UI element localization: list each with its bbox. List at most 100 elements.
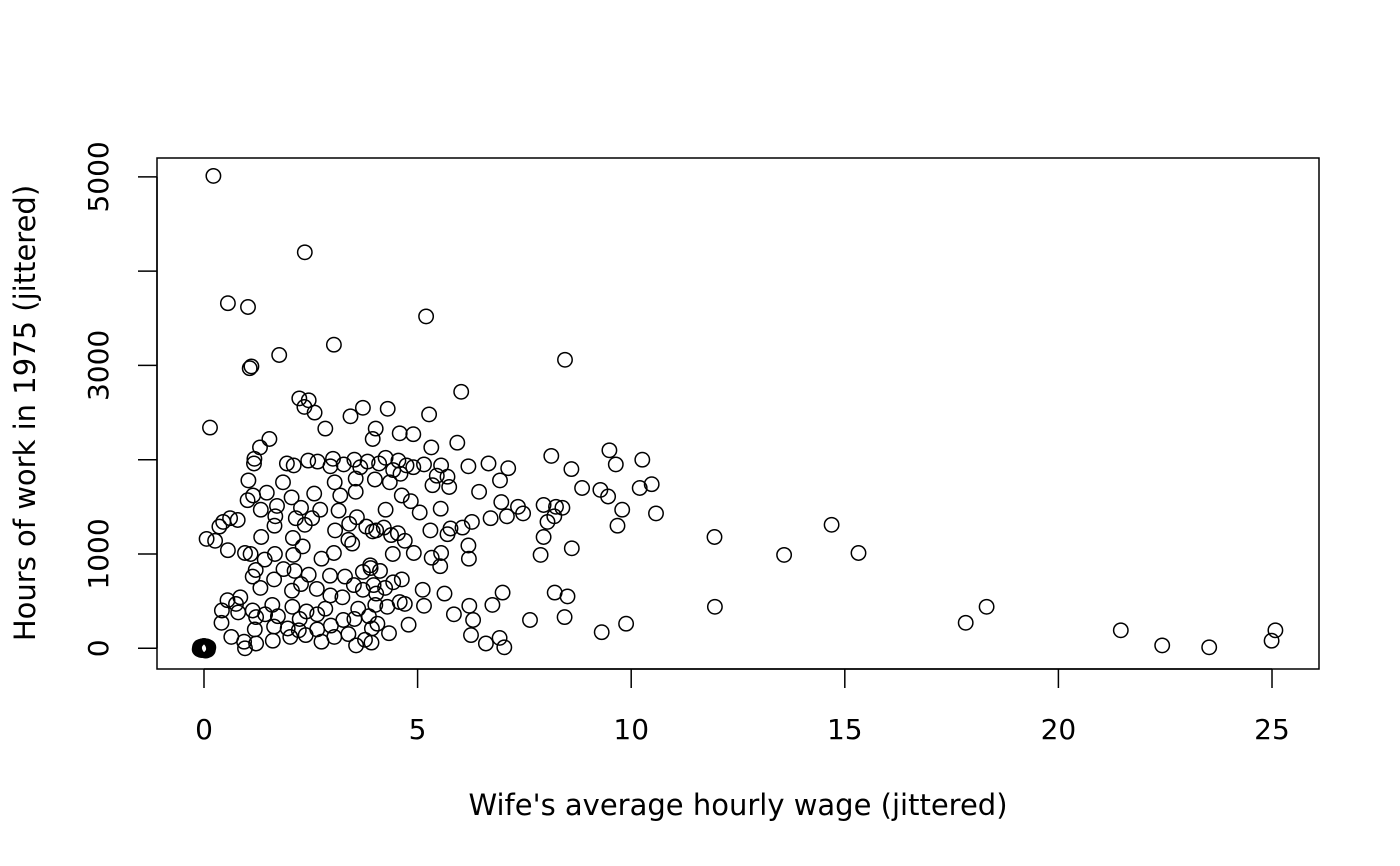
data-point: [335, 456, 352, 473]
data-point: [330, 502, 347, 519]
data-point: [317, 420, 334, 437]
data-point: [345, 577, 362, 594]
data-point: [192, 639, 209, 656]
data-point: [377, 449, 394, 466]
data-point: [385, 462, 402, 479]
data-point: [275, 474, 291, 491]
data-point: [248, 609, 265, 626]
data-point: [377, 501, 394, 518]
data-point: [482, 510, 499, 527]
data-point: [252, 501, 269, 518]
data-point: [242, 546, 259, 562]
x-tick-label: 15: [827, 713, 863, 746]
data-point: [405, 545, 422, 561]
data-point: [340, 626, 357, 643]
data-point: [240, 472, 257, 489]
data-point: [257, 606, 274, 623]
data-point: [332, 487, 349, 504]
data-point: [559, 588, 576, 605]
data-point: [264, 596, 281, 613]
data-point: [557, 351, 573, 368]
data-point: [219, 295, 236, 312]
data-point: [350, 600, 367, 617]
data-point: [461, 597, 478, 614]
data-point: [275, 561, 292, 578]
data-point: [1201, 639, 1218, 656]
data-point: [607, 456, 624, 473]
data-point: [385, 574, 402, 591]
data-point: [484, 596, 501, 613]
data-point: [285, 457, 302, 474]
data-point: [402, 493, 419, 510]
data-point: [432, 500, 449, 517]
data-point: [381, 474, 398, 491]
data-point: [246, 455, 262, 472]
data-point: [423, 549, 440, 566]
data-point: [354, 563, 371, 580]
data-point: [381, 625, 397, 642]
data-point: [439, 468, 456, 485]
data-point: [421, 406, 438, 423]
data-point: [365, 577, 382, 594]
data-point: [342, 408, 359, 425]
data-point: [354, 399, 371, 416]
data-point: [267, 508, 284, 525]
data-point: [198, 530, 215, 547]
data-point: [543, 447, 560, 464]
x-tick-label: 5: [409, 713, 427, 746]
data-point: [293, 499, 309, 516]
data-point: [634, 451, 651, 468]
data-point: [405, 459, 422, 476]
data-point: [423, 439, 440, 456]
data-point: [291, 611, 308, 627]
y-tick-label: 1000: [82, 518, 115, 589]
data-point: [414, 581, 431, 598]
data-point: [199, 641, 216, 658]
data-point: [358, 518, 375, 535]
data-point: [383, 527, 400, 544]
data-point: [563, 540, 580, 557]
data-point: [400, 616, 417, 633]
data-point: [266, 517, 283, 534]
data-point: [352, 459, 369, 476]
data-point: [241, 360, 258, 377]
data-point: [460, 458, 477, 475]
data-point: [232, 589, 249, 606]
x-tick-label: 25: [1254, 713, 1290, 746]
data-point: [256, 551, 273, 568]
data-point: [244, 568, 261, 585]
data-point: [396, 532, 413, 549]
data-point: [194, 640, 211, 657]
data-point: [213, 602, 230, 619]
data-point: [379, 400, 396, 417]
data-point: [390, 452, 407, 469]
data-point: [344, 535, 361, 552]
data-point: [601, 442, 618, 459]
data-point: [229, 512, 246, 528]
data-point: [631, 480, 648, 496]
data-point: [445, 606, 462, 623]
data-point: [432, 558, 449, 575]
data-point: [449, 434, 466, 451]
data-point: [248, 635, 265, 652]
data-point: [325, 336, 342, 353]
data-point: [463, 627, 479, 644]
data-point: [424, 477, 441, 494]
data-point: [522, 612, 538, 628]
data-point: [491, 629, 508, 646]
data-point: [347, 470, 364, 487]
data-point: [252, 439, 268, 456]
y-tick-label: 3000: [82, 330, 115, 401]
data-point: [515, 505, 532, 522]
data-point: [1263, 632, 1280, 649]
data-point: [574, 480, 591, 496]
data-point: [308, 580, 325, 597]
data-point: [648, 505, 664, 522]
data-point: [439, 526, 456, 543]
data-point: [237, 545, 253, 561]
data-point: [269, 608, 286, 625]
x-tick-label: 10: [613, 713, 649, 746]
data-point: [556, 609, 573, 626]
data-point: [823, 516, 840, 533]
